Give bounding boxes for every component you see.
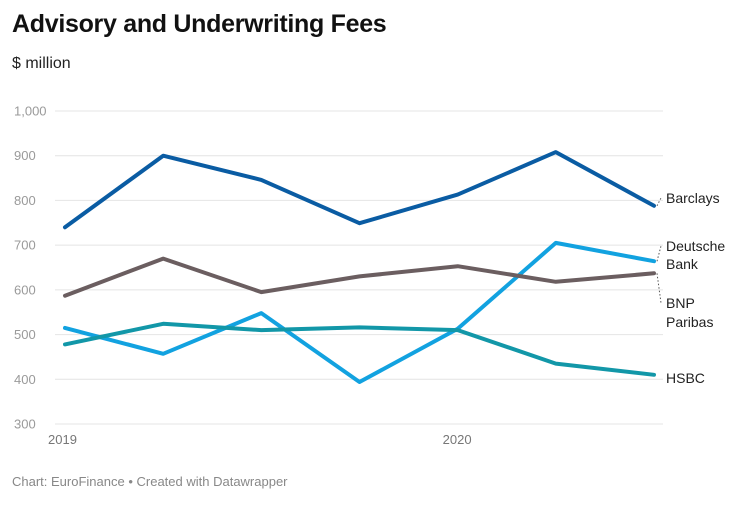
y-tick-label: 700 [14, 238, 36, 253]
chart-subtitle: $ million [12, 55, 71, 72]
series-lines [63, 150, 656, 384]
y-axis-tick-labels: 300 400 500 600 700 800 900 1,000 [14, 104, 47, 432]
label-leader-line [656, 245, 662, 262]
series-labels: Barclays Deutsche Bank BNP Paribas HSBC [656, 190, 725, 386]
y-tick-label: 400 [14, 372, 36, 387]
chart-source-credit: Chart: EuroFinance • Created with Datawr… [12, 474, 288, 489]
y-tick-label: 1,000 [14, 104, 47, 119]
series-label-barclays: Barclays [666, 190, 720, 206]
chart-title: Advisory and Underwriting Fees [12, 10, 387, 38]
y-tick-label: 300 [14, 417, 36, 432]
x-axis-tick-labels: 2019 2020 [48, 432, 472, 447]
series-label-hsbc: HSBC [666, 370, 705, 386]
x-tick-label: 2020 [443, 432, 472, 447]
series-label-bnp-paribas: Paribas [666, 314, 713, 330]
label-leader-line [656, 197, 662, 207]
series-line-deutsche-bank [63, 240, 656, 384]
series-line-hsbc [63, 321, 656, 377]
x-tick-label: 2019 [48, 432, 77, 447]
y-tick-label: 600 [14, 282, 36, 297]
y-tick-label: 500 [14, 327, 36, 342]
label-leader-line [656, 273, 662, 304]
series-line-bnp-paribas [63, 256, 656, 298]
series-label-deutsche-bank: Bank [666, 256, 699, 272]
series-line-barclays [63, 150, 656, 230]
y-tick-label: 800 [14, 193, 36, 208]
series-label-bnp-paribas: BNP [666, 295, 695, 311]
grid-lines [55, 110, 663, 425]
y-tick-label: 900 [14, 148, 36, 163]
series-label-deutsche-bank: Deutsche [666, 238, 725, 254]
